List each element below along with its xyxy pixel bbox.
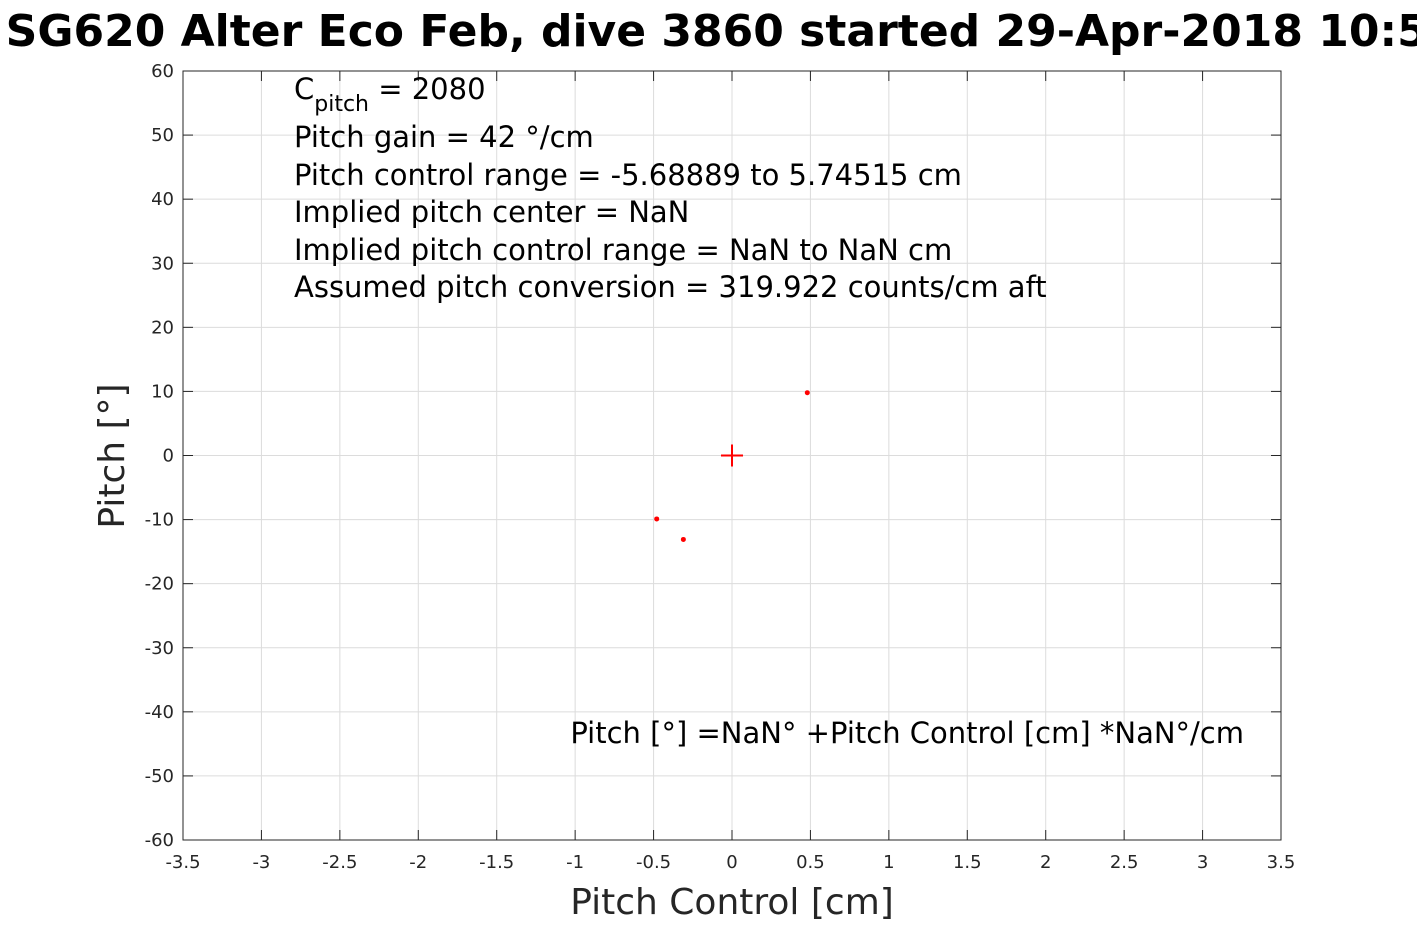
x-tick-label: -0.5 [636,852,671,873]
c-pitch-value: = 2080 [369,72,486,106]
x-tick-label: -3.5 [165,852,200,873]
y-tick-label: -30 [145,638,174,659]
x-tick-label: 2 [1040,852,1051,873]
data-point [654,516,660,522]
x-tick-label: 1.5 [953,852,982,873]
center-plus-marker [721,444,743,467]
y-tick-label: 40 [151,189,174,210]
x-tick-label: -3 [252,852,270,873]
y-tick-label: 0 [163,446,174,467]
x-tick-label: -1 [566,852,584,873]
c-pitch-prefix: C [294,72,314,106]
y-tick-label: 60 [151,61,174,82]
x-tick-label: -2 [409,852,427,873]
grid-lines [182,70,1282,841]
data-point [804,390,810,396]
x-tick-label: -2.5 [322,852,357,873]
y-tick-label: 20 [151,317,174,338]
x-tick-label: 3.5 [1267,852,1296,873]
y-tick-label: 10 [151,381,174,402]
y-tick-label: -50 [145,766,174,787]
y-tick-label: 30 [151,253,174,274]
c-pitch-annotation: Cpitch = 2080 [294,72,486,117]
implied-pitch-center-annotation: Implied pitch center = NaN [294,195,689,229]
annotation-block: Cpitch = 2080 Pitch gain = 42 °/cm Pitch… [294,72,1047,304]
x-tick-label: 1 [883,852,894,873]
x-tick-label: 2.5 [1110,852,1139,873]
y-tick-label: -40 [145,702,174,723]
pitch-control-range-annotation: Pitch control range = -5.68889 to 5.7451… [294,158,962,192]
c-pitch-subscript: pitch [314,92,369,117]
y-axis-label: Pitch [°] [92,383,133,528]
x-tick-label: -1.5 [479,852,514,873]
y-tick-label: -10 [145,510,174,531]
data-point [680,536,686,542]
axis-ticks: -3.5 -3 -2.5 -2 -1.5 -1 -0.5 0 0.5 1 1.5 2 2.5 3 3.5 60… [145,61,1296,873]
implied-pitch-control-range-annotation: Implied pitch control range = NaN to NaN… [294,233,952,267]
x-tick-label: 3 [1197,852,1208,873]
x-axis-label: Pitch Control [cm] [570,882,894,923]
y-tick-label: 50 [151,125,174,146]
x-tick-label: 0.5 [796,852,825,873]
data-marks [654,390,810,542]
assumed-pitch-conversion-annotation: Assumed pitch conversion = 319.922 count… [294,270,1047,304]
chart-title: SG620 Alter Eco Feb, dive 3860 started 2… [6,6,1417,57]
pitch-gain-annotation: Pitch gain = 42 °/cm [294,120,594,154]
y-tick-label: -20 [145,574,174,595]
fit-equation-annotation: Pitch [°] =NaN° +Pitch Control [cm] *NaN… [570,716,1244,750]
x-tick-label: 0 [726,852,737,873]
y-tick-label: -60 [145,830,174,851]
